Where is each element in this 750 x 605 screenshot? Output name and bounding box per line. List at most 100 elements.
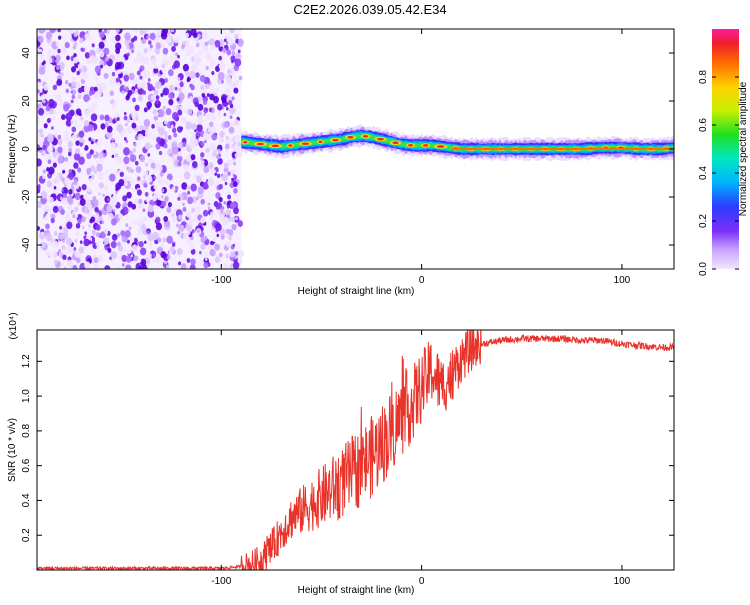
noise-speckle	[68, 29, 75, 35]
noise-speckle	[225, 228, 230, 234]
noise-speckle	[59, 225, 63, 230]
noise-speckle	[53, 230, 58, 236]
noise-speckle	[232, 225, 237, 231]
noise-speckle	[237, 142, 242, 147]
noise-speckle	[64, 41, 70, 49]
noise-speckle	[217, 71, 225, 81]
noise-speckle	[155, 95, 160, 100]
noise-speckle	[225, 253, 229, 259]
noise-speckle	[49, 29, 56, 34]
noise-speckle	[52, 205, 59, 214]
noise-speckle	[186, 210, 192, 218]
noise-speckle	[136, 70, 141, 76]
noise-speckle	[105, 169, 109, 174]
noise-speckle	[123, 115, 128, 121]
noise-speckle	[218, 252, 223, 258]
noise-speckle	[73, 53, 77, 58]
noise-speckle	[66, 55, 70, 61]
noise-speckle	[229, 121, 235, 128]
noise-speckle	[186, 238, 192, 245]
noise-speckle	[187, 230, 191, 235]
noise-speckle	[173, 132, 178, 138]
noise-speckle	[64, 156, 69, 162]
noise-speckle	[211, 45, 215, 50]
noise-speckle	[125, 122, 128, 127]
noise-speckle	[67, 172, 74, 181]
noise-speckle	[155, 127, 159, 131]
noise-speckle	[123, 111, 127, 116]
noise-speckle	[144, 240, 147, 244]
noise-speckle	[60, 72, 64, 77]
noise-speckle	[210, 143, 217, 152]
noise-speckle	[125, 264, 132, 269]
noise-speckle	[65, 80, 69, 85]
noise-speckle	[234, 79, 240, 86]
noise-speckle	[61, 231, 69, 240]
noise-speckle	[234, 152, 240, 159]
noise-speckle	[74, 250, 81, 258]
noise-speckle	[115, 77, 121, 84]
noise-speckle	[157, 165, 163, 172]
noise-speckle	[208, 107, 213, 113]
noise-speckle	[100, 123, 106, 130]
noise-speckle	[52, 186, 59, 195]
snr-xtick-label: -100	[211, 576, 231, 587]
noise-speckle	[155, 216, 161, 224]
noise-speckle	[231, 216, 236, 223]
noise-speckle	[144, 142, 151, 150]
noise-speckle	[43, 83, 49, 91]
noise-speckle	[204, 139, 207, 144]
snr-y-multiplier: (x10⁴)	[8, 312, 19, 339]
noise-speckle	[66, 259, 74, 268]
noise-speckle	[103, 29, 107, 34]
noise-speckle	[48, 166, 55, 175]
noise-speckle	[164, 178, 171, 186]
noise-speckle	[107, 198, 110, 202]
noise-speckle	[215, 65, 221, 72]
colorbar-ticks: 0.0 0.2 0.4 0.6 0.8	[698, 70, 739, 276]
noise-speckle	[131, 203, 137, 210]
snr-xlabel: Height of straight line (km)	[298, 585, 415, 596]
noise-speckle	[220, 234, 225, 240]
noise-speckle	[117, 81, 121, 87]
noise-speckle	[187, 191, 191, 195]
spectrogram-y-axis: -40 -20 0 20 40	[21, 47, 674, 252]
noise-speckle	[124, 86, 130, 93]
noise-speckle	[43, 123, 48, 129]
noise-speckle	[232, 173, 236, 178]
noise-speckle	[45, 250, 51, 257]
noise-speckle	[218, 196, 223, 203]
noise-speckle	[167, 201, 172, 208]
noise-speckle	[189, 264, 196, 269]
noise-speckle	[99, 114, 105, 121]
noise-speckle	[39, 148, 43, 153]
noise-speckle	[123, 156, 130, 165]
noise-speckle	[191, 123, 197, 131]
noise-speckle	[83, 94, 90, 103]
noise-speckle	[64, 130, 69, 137]
noise-speckle	[162, 58, 170, 67]
noise-speckle	[232, 243, 236, 248]
noise-speckle	[172, 127, 177, 134]
noise-speckle	[200, 243, 206, 250]
noise-speckle	[171, 52, 176, 57]
noise-speckle	[81, 65, 88, 73]
noise-speckle	[148, 241, 153, 247]
noise-speckle	[52, 240, 59, 249]
noise-speckle	[92, 230, 97, 236]
noise-speckle	[83, 144, 89, 151]
noise-speckle	[124, 176, 128, 181]
noise-speckle	[121, 206, 129, 215]
noise-speckle	[149, 32, 156, 41]
noise-speckle	[62, 169, 66, 174]
noise-speckle	[234, 34, 239, 40]
noise-speckle	[42, 60, 46, 65]
noise-speckle	[223, 262, 229, 269]
noise-speckle	[41, 231, 44, 236]
noise-speckle	[199, 74, 206, 83]
noise-speckle	[42, 99, 46, 104]
noise-speckle	[155, 99, 160, 105]
noise-speckle	[168, 69, 174, 77]
noise-speckle	[81, 72, 88, 81]
noise-speckle	[134, 104, 140, 112]
